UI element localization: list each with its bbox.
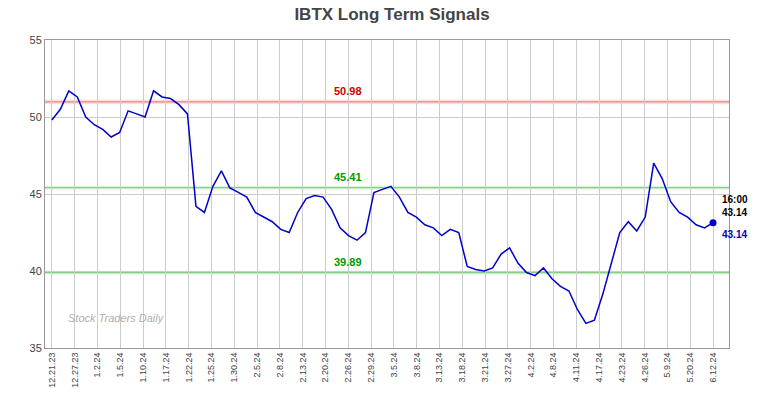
svg-text:IBTX Long Term Signals: IBTX Long Term Signals [294,5,489,24]
svg-text:1.22.24: 1.22.24 [184,353,194,383]
svg-text:45.41: 45.41 [334,171,362,183]
svg-text:3.18.24: 3.18.24 [457,353,467,383]
svg-text:2.26.24: 2.26.24 [343,353,353,383]
svg-text:4.17.24: 4.17.24 [594,353,604,383]
svg-text:2.20.24: 2.20.24 [320,353,330,383]
svg-text:3.8.24: 3.8.24 [412,353,422,378]
svg-text:45: 45 [30,188,42,200]
svg-text:4.2.24: 4.2.24 [526,353,536,378]
svg-text:16:0043.14: 16:0043.14 [722,194,748,218]
svg-text:12.27.23: 12.27.23 [70,353,80,388]
svg-text:4.8.24: 4.8.24 [548,353,558,378]
svg-text:2.8.24: 2.8.24 [275,353,285,378]
svg-text:2.29.24: 2.29.24 [366,353,376,383]
svg-text:43.14: 43.14 [722,229,747,240]
svg-text:Stock Traders Daily: Stock Traders Daily [68,312,165,324]
svg-text:4.26.24: 4.26.24 [640,353,650,383]
svg-text:4.11.24: 4.11.24 [571,353,581,382]
svg-text:1.17.24: 1.17.24 [161,353,171,383]
svg-text:6.12.24: 6.12.24 [708,353,718,383]
svg-text:2.13.24: 2.13.24 [298,353,308,383]
svg-text:5.20.24: 5.20.24 [685,353,695,383]
svg-text:1.25.24: 1.25.24 [206,353,216,383]
svg-text:3.27.24: 3.27.24 [503,353,513,383]
svg-text:3.21.24: 3.21.24 [480,353,490,383]
svg-text:50.98: 50.98 [334,85,362,97]
svg-text:35: 35 [30,342,42,354]
svg-text:12.21.23: 12.21.23 [47,353,57,388]
svg-text:1.5.24: 1.5.24 [115,353,125,378]
svg-text:4.23.24: 4.23.24 [617,353,627,383]
svg-text:50: 50 [30,111,42,123]
svg-text:1.2.24: 1.2.24 [92,353,102,378]
svg-text:2.5.24: 2.5.24 [252,353,262,378]
svg-text:55: 55 [30,34,42,46]
svg-text:5.9.24: 5.9.24 [662,353,672,378]
svg-text:3.13.24: 3.13.24 [434,353,444,383]
svg-text:1.10.24: 1.10.24 [138,353,148,383]
svg-text:1.30.24: 1.30.24 [229,353,239,383]
svg-text:40: 40 [30,265,42,277]
svg-text:3.5.24: 3.5.24 [389,353,399,378]
svg-text:39.89: 39.89 [334,256,362,268]
